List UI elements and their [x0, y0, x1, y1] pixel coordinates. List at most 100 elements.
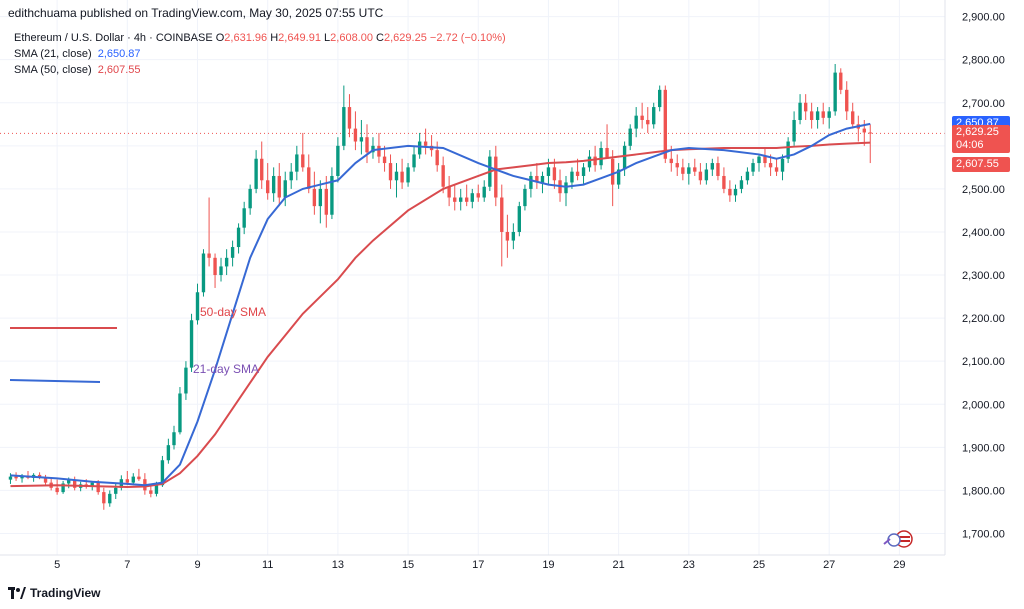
- candle: [394, 163, 399, 198]
- candle-body: [575, 171, 580, 176]
- candle-body: [353, 128, 358, 142]
- y-axis: 2,900.002,800.002,700.002,600.002,500.00…: [962, 12, 1005, 541]
- candle: [382, 145, 387, 172]
- candle: [178, 387, 182, 435]
- candle-body: [248, 188, 252, 209]
- candle-body: [224, 257, 229, 267]
- last-price-value: 2,629.25: [956, 126, 999, 139]
- candle-body: [260, 158, 264, 181]
- candle-body: [406, 167, 410, 183]
- candle-body: [453, 197, 457, 202]
- candle: [687, 163, 691, 185]
- candle-body: [412, 154, 416, 168]
- candle: [230, 240, 235, 267]
- x-tick-label: 21: [613, 559, 625, 571]
- tradingview-name: TradingView: [30, 586, 101, 600]
- candle: [277, 163, 281, 207]
- candle: [447, 175, 451, 207]
- x-tick-label: 13: [332, 559, 344, 571]
- publish-info: edithchuama published on TradingView.com…: [8, 6, 384, 20]
- candle-body: [423, 141, 428, 146]
- candle: [470, 188, 474, 209]
- sma50-price-tag: 2,607.55: [952, 156, 1010, 172]
- candle-body: [417, 141, 422, 155]
- close-label: C: [376, 32, 384, 44]
- x-tick-label: 25: [753, 559, 765, 571]
- events-flag-icon[interactable]: [880, 528, 914, 550]
- candle: [224, 249, 229, 276]
- symbol-title[interactable]: Ethereum / U.S. Dollar · 4h · COINBASE: [14, 32, 213, 44]
- candle: [640, 102, 644, 129]
- candle-body: [728, 188, 732, 196]
- chart-legend: Ethereum / U.S. Dollar · 4h · COINBASE O…: [14, 30, 506, 78]
- candle-body: [330, 175, 334, 215]
- candle: [61, 480, 65, 494]
- legend-sma21-row[interactable]: SMA (21, close) 2,650.87: [14, 46, 506, 62]
- candle: [827, 107, 831, 129]
- candle-body: [599, 147, 603, 166]
- candle: [459, 188, 463, 211]
- candle-body: [230, 247, 235, 258]
- y-tick-label: 2,100.00: [962, 356, 1005, 368]
- candle-body: [377, 145, 381, 157]
- candle-body: [131, 476, 135, 483]
- candle: [55, 479, 59, 495]
- candle: [435, 141, 439, 172]
- candle: [8, 473, 13, 484]
- candle-body: [803, 102, 808, 112]
- bar-countdown: 04:06: [956, 139, 984, 152]
- candle-body: [745, 171, 750, 181]
- candle: [821, 102, 825, 125]
- candle: [423, 128, 428, 155]
- candle: [792, 111, 796, 146]
- candle-body: [371, 145, 375, 153]
- candle-body: [511, 231, 516, 241]
- candle: [324, 175, 328, 228]
- candle-body: [470, 193, 474, 202]
- candle: [195, 283, 200, 325]
- candle: [581, 163, 586, 185]
- candle: [219, 257, 223, 282]
- candle-body: [236, 227, 241, 248]
- candle-body: [178, 393, 182, 433]
- candle-body: [704, 169, 709, 181]
- candle-body: [37, 474, 42, 478]
- candle-body: [55, 487, 59, 493]
- candle-body: [149, 490, 153, 494]
- candle: [599, 141, 603, 170]
- candle: [43, 474, 48, 486]
- candle: [453, 184, 457, 211]
- candle-body: [184, 367, 188, 394]
- candle-body: [494, 156, 498, 198]
- candle-body: [546, 167, 551, 176]
- candle-body: [833, 72, 837, 112]
- candle-body: [482, 186, 486, 198]
- candle-body: [137, 476, 141, 480]
- x-tick-label: 29: [893, 559, 905, 571]
- candle-body: [172, 432, 176, 446]
- candle: [610, 150, 615, 207]
- candle-body: [14, 476, 18, 479]
- candle: [511, 223, 516, 250]
- y-tick-label: 1,700.00: [962, 528, 1005, 540]
- candle: [774, 158, 779, 176]
- candle-body: [698, 171, 703, 181]
- legend-sma50-row[interactable]: SMA (50, close) 2,607.55: [14, 62, 506, 78]
- candle: [803, 94, 808, 120]
- sma21-line: [10, 122, 871, 487]
- tradingview-branding[interactable]: TradingView: [8, 586, 100, 600]
- candle: [815, 107, 820, 129]
- candle-body: [517, 206, 521, 232]
- candle-body: [43, 477, 48, 483]
- candle-body: [669, 158, 673, 164]
- candle: [505, 214, 510, 258]
- candle: [856, 115, 861, 142]
- x-tick-label: 19: [542, 559, 554, 571]
- candle-body: [815, 111, 820, 120]
- candle-body: [114, 487, 118, 494]
- candle: [283, 171, 287, 207]
- candle-body: [195, 292, 200, 321]
- candle: [798, 94, 802, 125]
- candle: [377, 132, 381, 164]
